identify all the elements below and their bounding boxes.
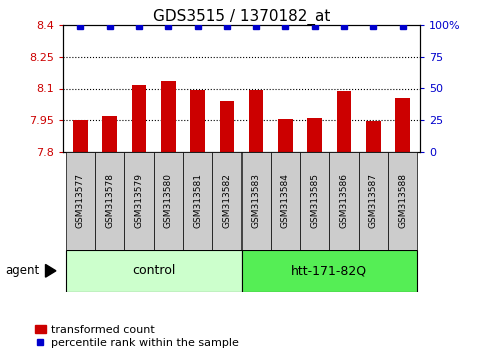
Bar	[132, 85, 146, 152]
Text: GSM313578: GSM313578	[105, 173, 114, 228]
Text: GSM313577: GSM313577	[76, 173, 85, 228]
Bar	[183, 152, 212, 250]
Bar	[95, 152, 124, 250]
Bar	[66, 250, 242, 292]
Bar	[366, 121, 381, 152]
Bar	[395, 98, 410, 152]
Bar	[271, 152, 300, 250]
Bar	[388, 152, 417, 250]
Text: GSM313581: GSM313581	[193, 173, 202, 228]
Text: GSM313588: GSM313588	[398, 173, 407, 228]
Text: GSM313587: GSM313587	[369, 173, 378, 228]
Bar	[242, 152, 271, 250]
Text: GDS3515 / 1370182_at: GDS3515 / 1370182_at	[153, 9, 330, 25]
Bar	[278, 119, 293, 152]
Bar	[307, 118, 322, 152]
Text: GSM313584: GSM313584	[281, 173, 290, 228]
Bar	[249, 90, 263, 152]
Bar	[242, 250, 417, 292]
Text: agent: agent	[5, 264, 39, 277]
Text: GSM313585: GSM313585	[310, 173, 319, 228]
Bar	[73, 120, 88, 152]
Bar	[102, 116, 117, 152]
Text: GSM313580: GSM313580	[164, 173, 173, 228]
Bar	[329, 152, 359, 250]
Legend: transformed count, percentile rank within the sample: transformed count, percentile rank withi…	[35, 325, 239, 348]
Bar	[124, 152, 154, 250]
Text: htt-171-82Q: htt-171-82Q	[291, 264, 368, 277]
Text: GSM313583: GSM313583	[252, 173, 261, 228]
Bar	[154, 152, 183, 250]
Bar	[161, 81, 176, 152]
Text: GSM313582: GSM313582	[222, 173, 231, 228]
Bar	[337, 91, 351, 152]
Text: GSM313579: GSM313579	[134, 173, 143, 228]
Text: GSM313586: GSM313586	[340, 173, 349, 228]
Bar	[220, 101, 234, 152]
Bar	[359, 152, 388, 250]
Bar	[212, 152, 242, 250]
Text: control: control	[132, 264, 175, 277]
Bar	[190, 90, 205, 152]
Bar	[300, 152, 329, 250]
Bar	[66, 152, 95, 250]
